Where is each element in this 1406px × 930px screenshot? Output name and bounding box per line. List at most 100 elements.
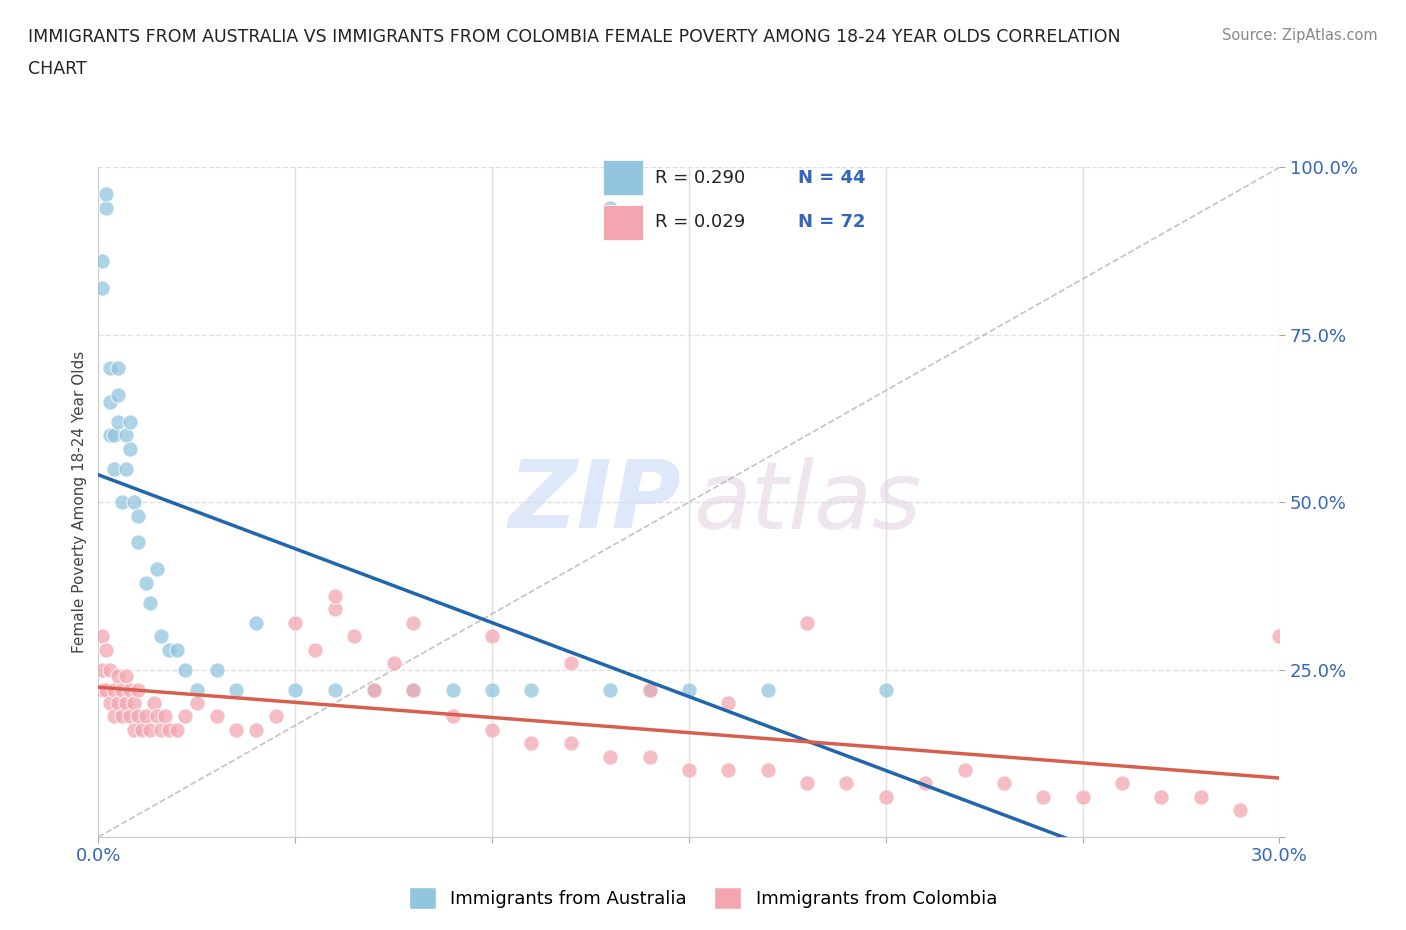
Point (520, 736, 543, 751)
Point (98, 696, 121, 711)
Point (107, 669, 129, 684)
Point (756, 683, 779, 698)
Point (481, 723, 503, 737)
Point (127, 535, 149, 550)
Point (402, 616, 425, 631)
Point (186, 683, 208, 698)
Point (717, 763, 740, 777)
Point (363, 683, 385, 698)
Point (264, 709, 287, 724)
Point (127, 683, 149, 698)
Point (118, 441, 141, 456)
Point (146, 562, 169, 577)
Bar (603, 205, 643, 240)
Text: N = 72: N = 72 (797, 213, 865, 232)
Point (166, 723, 188, 737)
Point (599, 200, 621, 215)
Point (638, 750, 661, 764)
Text: ZIP: ZIP (508, 457, 681, 548)
Point (118, 415, 141, 430)
Point (304, 642, 326, 657)
Point (174, 662, 197, 677)
Point (122, 495, 145, 510)
Y-axis label: Female Poverty Among 18-24 Year Olds: Female Poverty Among 18-24 Year Olds (72, 352, 87, 654)
Text: R = 0.290: R = 0.290 (655, 168, 745, 187)
Point (150, 629, 173, 644)
Point (103, 428, 125, 443)
Point (150, 723, 173, 737)
Point (382, 656, 405, 671)
Point (96, 187, 118, 202)
Text: CHART: CHART (28, 60, 87, 78)
Legend: Immigrants from Australia, Immigrants from Colombia: Immigrants from Australia, Immigrants fr… (402, 880, 1004, 916)
Point (993, 776, 1015, 790)
Point (91, 629, 114, 644)
Point (138, 595, 160, 610)
Point (166, 642, 188, 657)
Point (115, 428, 138, 443)
Point (115, 461, 138, 476)
Point (441, 683, 464, 698)
Point (91, 683, 114, 698)
Text: Source: ZipAtlas.com: Source: ZipAtlas.com (1222, 28, 1378, 43)
Point (96, 642, 118, 657)
Point (225, 683, 247, 698)
Point (98, 662, 121, 677)
Point (96, 200, 118, 215)
Point (131, 723, 153, 737)
Point (756, 763, 779, 777)
Point (142, 696, 165, 711)
Point (560, 736, 582, 751)
Point (91, 281, 114, 296)
Point (402, 683, 425, 698)
Point (1111, 776, 1133, 790)
Point (835, 776, 858, 790)
Point (520, 683, 543, 698)
Point (953, 763, 976, 777)
Point (107, 388, 129, 403)
Point (111, 709, 134, 724)
Point (103, 709, 125, 724)
Point (284, 683, 307, 698)
Point (135, 709, 157, 724)
Point (441, 709, 464, 724)
Point (157, 723, 180, 737)
Point (323, 683, 346, 698)
Point (717, 696, 740, 711)
Point (118, 709, 141, 724)
Point (122, 723, 145, 737)
Point (127, 709, 149, 724)
Point (343, 629, 366, 644)
Point (323, 589, 346, 604)
Point (1071, 790, 1094, 804)
Point (122, 696, 145, 711)
Point (135, 575, 157, 590)
Point (157, 642, 180, 657)
Point (186, 696, 208, 711)
Point (796, 616, 818, 631)
Point (481, 629, 503, 644)
Point (103, 683, 125, 698)
Point (91, 662, 114, 677)
Text: atlas: atlas (693, 457, 921, 548)
Point (245, 723, 267, 737)
Point (560, 656, 582, 671)
Point (155, 709, 177, 724)
Point (107, 361, 129, 376)
Point (678, 683, 700, 698)
Point (875, 683, 897, 698)
Point (402, 683, 425, 698)
Point (1268, 629, 1291, 644)
Point (678, 763, 700, 777)
Point (111, 683, 134, 698)
Point (205, 709, 228, 724)
Point (245, 616, 267, 631)
Point (599, 750, 621, 764)
Point (111, 495, 134, 510)
Point (481, 683, 503, 698)
Point (1150, 790, 1173, 804)
Point (914, 776, 936, 790)
Point (98, 394, 121, 409)
Point (98, 361, 121, 376)
Text: IMMIGRANTS FROM AUSTRALIA VS IMMIGRANTS FROM COLOMBIA FEMALE POVERTY AMONG 18-24: IMMIGRANTS FROM AUSTRALIA VS IMMIGRANTS … (28, 28, 1121, 46)
